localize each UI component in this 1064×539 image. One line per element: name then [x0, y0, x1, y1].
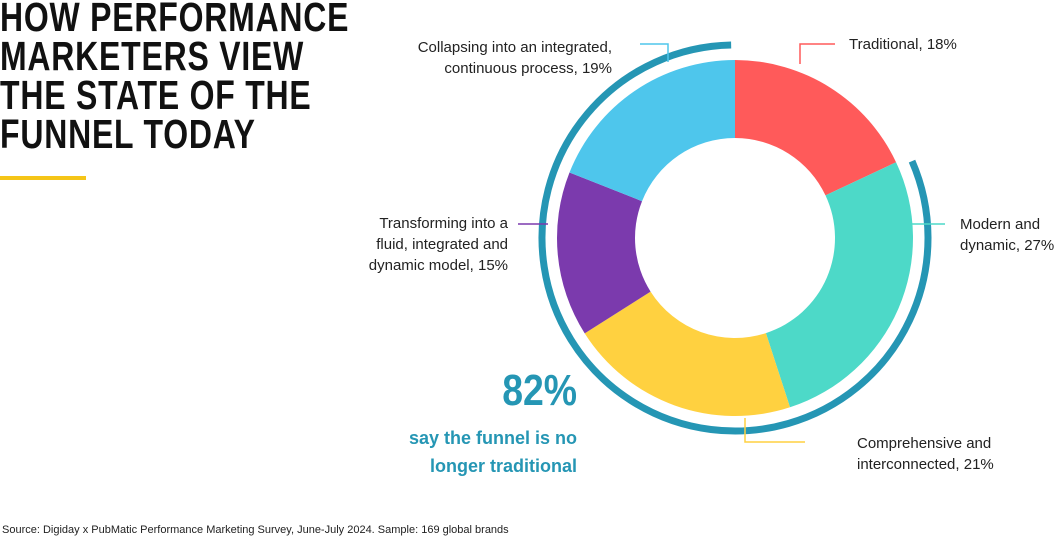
- leader-line: [640, 43, 669, 62]
- donut-segment: [557, 172, 651, 334]
- highlight-text: say the funnel is no longer traditional: [408, 428, 577, 476]
- donut-segment: [584, 291, 791, 416]
- data-label: Transforming into a fluid, integrated an…: [368, 215, 508, 274]
- highlight-value: 82%: [502, 366, 577, 415]
- chart-title: HOW PERFORMANCE MARKETERS VIEW THE STATE…: [0, 0, 350, 157]
- data-label: Traditional, 18%: [849, 36, 957, 53]
- donut-segment: [569, 59, 735, 202]
- donut-segment: [765, 162, 913, 408]
- highlight-arc: [538, 41, 932, 435]
- data-label: Comprehensive and interconnected, 21%: [857, 435, 994, 473]
- leader-line: [744, 418, 805, 443]
- data-label: Modern and dynamic, 27%: [960, 216, 1055, 254]
- title-underline: [0, 176, 86, 180]
- donut-segment: [735, 60, 897, 196]
- data-label: Collapsing into an integrated, continuou…: [417, 39, 612, 77]
- leader-line: [799, 43, 835, 64]
- source: Source: Digiday x PubMatic Performance M…: [2, 524, 509, 536]
